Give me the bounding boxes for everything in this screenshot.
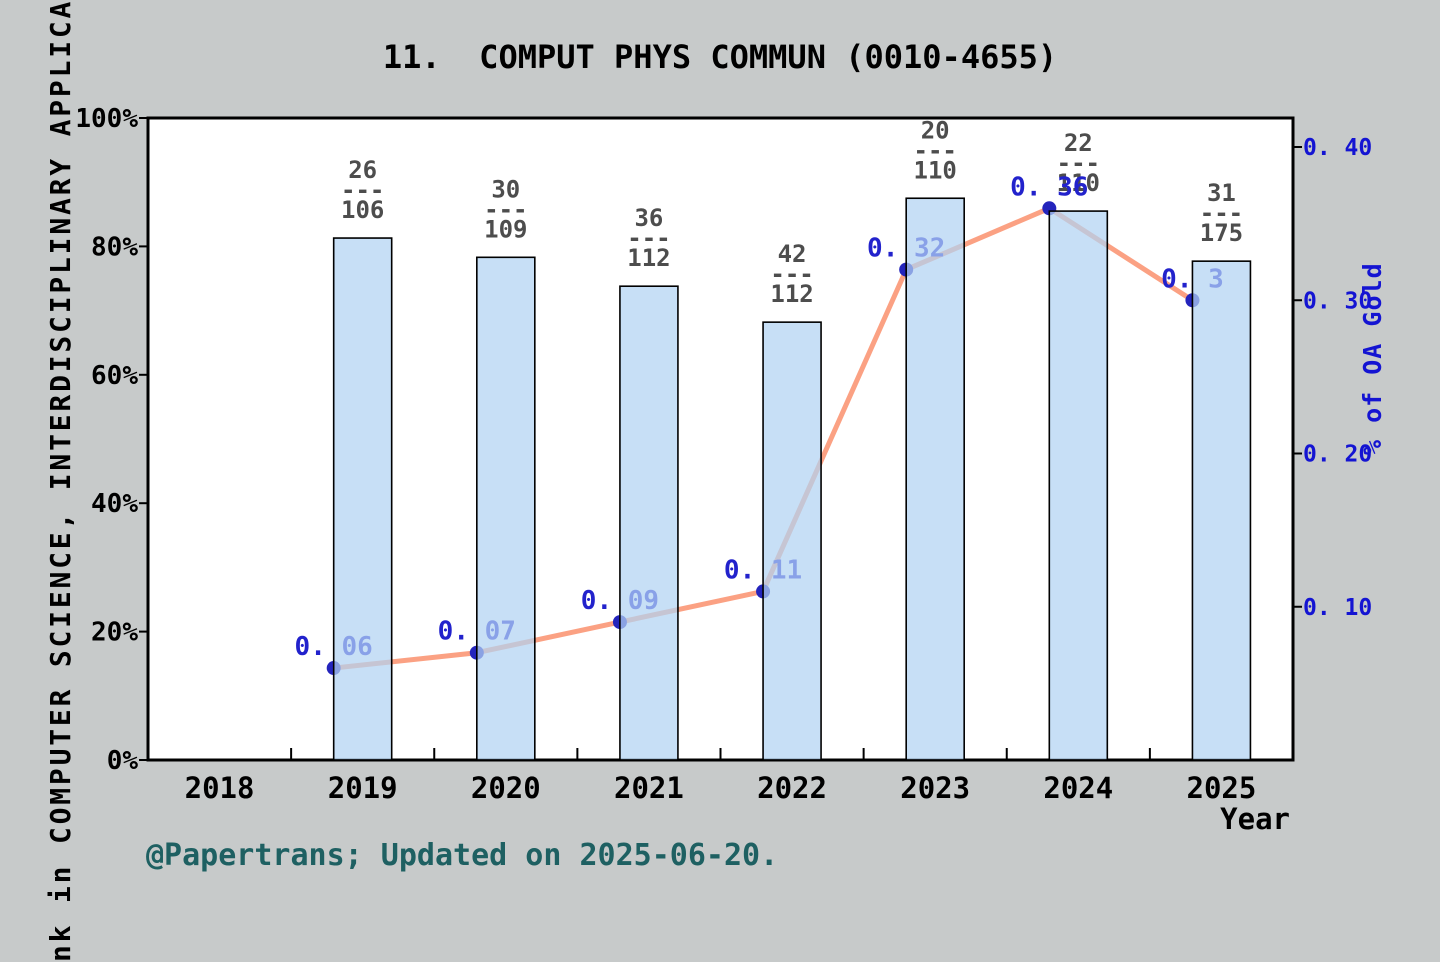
x-axis-tick-label: 2020 [471,771,541,805]
x-axis-tick-label: 2025 [1187,771,1257,805]
x-axis-tick-label: 2018 [185,771,255,805]
data-point-value-label: 0. 36 [1010,172,1088,202]
fraction-divider: --- [914,136,957,164]
fraction-divider: --- [627,224,670,252]
fraction-denominator: 110 [914,156,957,184]
rank-bar [619,285,679,761]
left-axis-tick-label: 0% [107,746,139,776]
bar-fraction-label: 22---110 [1057,129,1100,197]
right-axis-tick-label: 0. 30 [1303,288,1372,314]
fraction-denominator: 112 [770,280,813,308]
x-axis-tick-label: 2022 [757,771,827,805]
fraction-denominator: 109 [484,215,527,243]
x-axis-tick-label: 2023 [900,771,970,805]
right-axis-tick-label: 0. 40 [1303,135,1372,161]
fraction-denominator: 106 [341,196,384,224]
fraction-numerator: 36 [634,204,663,232]
fraction-denominator: 175 [1200,219,1243,247]
x-axis-title: Year [1220,802,1290,836]
right-axis-title: % of OA Gold [1358,262,1387,455]
fraction-numerator: 31 [1207,179,1236,207]
rank-bar [1191,260,1252,761]
fraction-divider: --- [341,176,384,204]
plot-area [146,116,1295,762]
left-axis-tick-label: 60% [91,361,138,391]
footer-credit: @Papertrans; Updated on 2025-06-20. [146,838,779,873]
bar-fraction-label: 31---175 [1200,179,1243,247]
fraction-divider: --- [484,195,527,223]
fraction-numerator: 22 [1064,129,1093,157]
rank-bar [332,237,393,761]
rank-bar [905,197,965,761]
bar-fraction-label: 20---110 [914,116,957,184]
fraction-divider: --- [770,260,813,288]
fraction-numerator: 30 [491,175,520,203]
x-axis-tick-label: 2024 [1043,771,1113,805]
fraction-denominator: 110 [1057,169,1100,197]
bar-fraction-label: 36---112 [627,204,670,272]
left-axis-title: nk in COMPUTER SCIENCE, INTERDISCIPLINAR… [44,0,77,962]
chart-title: 11. COMPUT PHYS COMMUN (0010-4655) [382,38,1058,76]
x-axis-tick-label: 2021 [614,771,684,805]
x-axis-tick-label: 2019 [328,771,398,805]
fraction-denominator: 112 [627,244,670,272]
rank-bar [1048,210,1109,761]
fraction-numerator: 20 [921,116,950,144]
rank-bar [476,256,536,761]
right-axis-tick-label: 0. 20 [1303,442,1372,468]
bar-fraction-label: 42---112 [770,240,813,308]
fraction-divider: --- [1200,199,1243,227]
bar-fraction-label: 26---106 [341,156,384,224]
fraction-divider: --- [1057,149,1100,177]
left-axis-tick-label: 40% [91,489,138,519]
left-axis-tick-label: 100% [75,104,138,134]
fraction-numerator: 26 [348,156,377,184]
fraction-numerator: 42 [778,240,807,268]
left-axis-tick-label: 20% [91,618,138,648]
rank-bar [762,321,822,761]
right-axis-tick-label: 0. 10 [1303,595,1372,621]
bar-fraction-label: 30---109 [484,175,527,243]
left-axis-tick-label: 80% [91,232,138,262]
